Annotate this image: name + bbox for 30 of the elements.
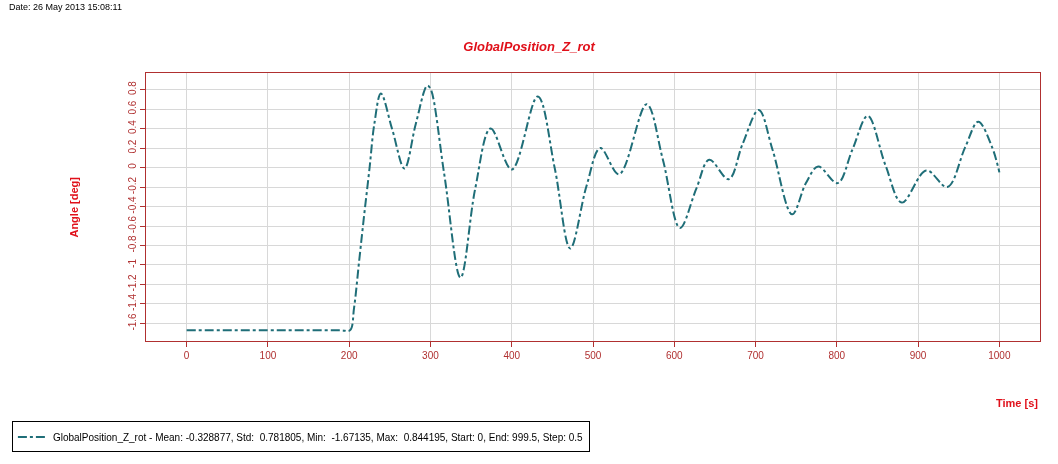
y-tick-label: -0.8 (127, 234, 138, 253)
legend-label: GlobalPosition_Z_rot - Mean: -0.328877, Std: 0.781805, Min: -1.67135, Max: 0.844195, Start: 0, End: 999.5, Step: 0.5 (52, 431, 584, 443)
x-tick-label: 300 (422, 350, 440, 361)
y-tick-label: -0.6 (127, 215, 138, 234)
x-tick-label: 100 (259, 350, 277, 361)
x-tick-label: 0 (183, 350, 190, 361)
y-tick-label: 0.6 (127, 100, 138, 115)
x-axis-title: Time [s] (996, 397, 1039, 409)
x-tick-label: 800 (828, 350, 846, 361)
y-tick-label: -1 (127, 258, 138, 268)
chart-title: GlobalPosition_Z_rot (463, 38, 596, 54)
x-tick-label: 900 (909, 350, 927, 361)
y-tick-label: -1.2 (127, 273, 138, 292)
x-tick-label: 500 (584, 350, 602, 361)
y-tick-label: 0.8 (127, 80, 138, 96)
x-tick-label: 600 (665, 350, 684, 361)
y-tick-label: 0.2 (127, 139, 138, 154)
x-tick-label: 700 (747, 350, 765, 361)
y-axis-title: Angle [deg] (67, 176, 80, 238)
y-tick-label: 0.4 (127, 119, 138, 134)
y-tick-label: -1.6 (127, 312, 138, 331)
y-tick-label: -0.4 (127, 195, 138, 214)
y-tick-label: -1.4 (127, 293, 138, 312)
x-tick-label: 1000 (988, 350, 1011, 361)
x-tick-label: 200 (340, 350, 358, 361)
y-tick-label: 0 (127, 162, 138, 169)
text: Date: 26 May 2013 15:08:11 (9, 2, 122, 12)
line-series (185, 84, 1001, 332)
y-tick-label: -0.2 (127, 176, 138, 195)
x-tick-label: 400 (503, 350, 521, 361)
